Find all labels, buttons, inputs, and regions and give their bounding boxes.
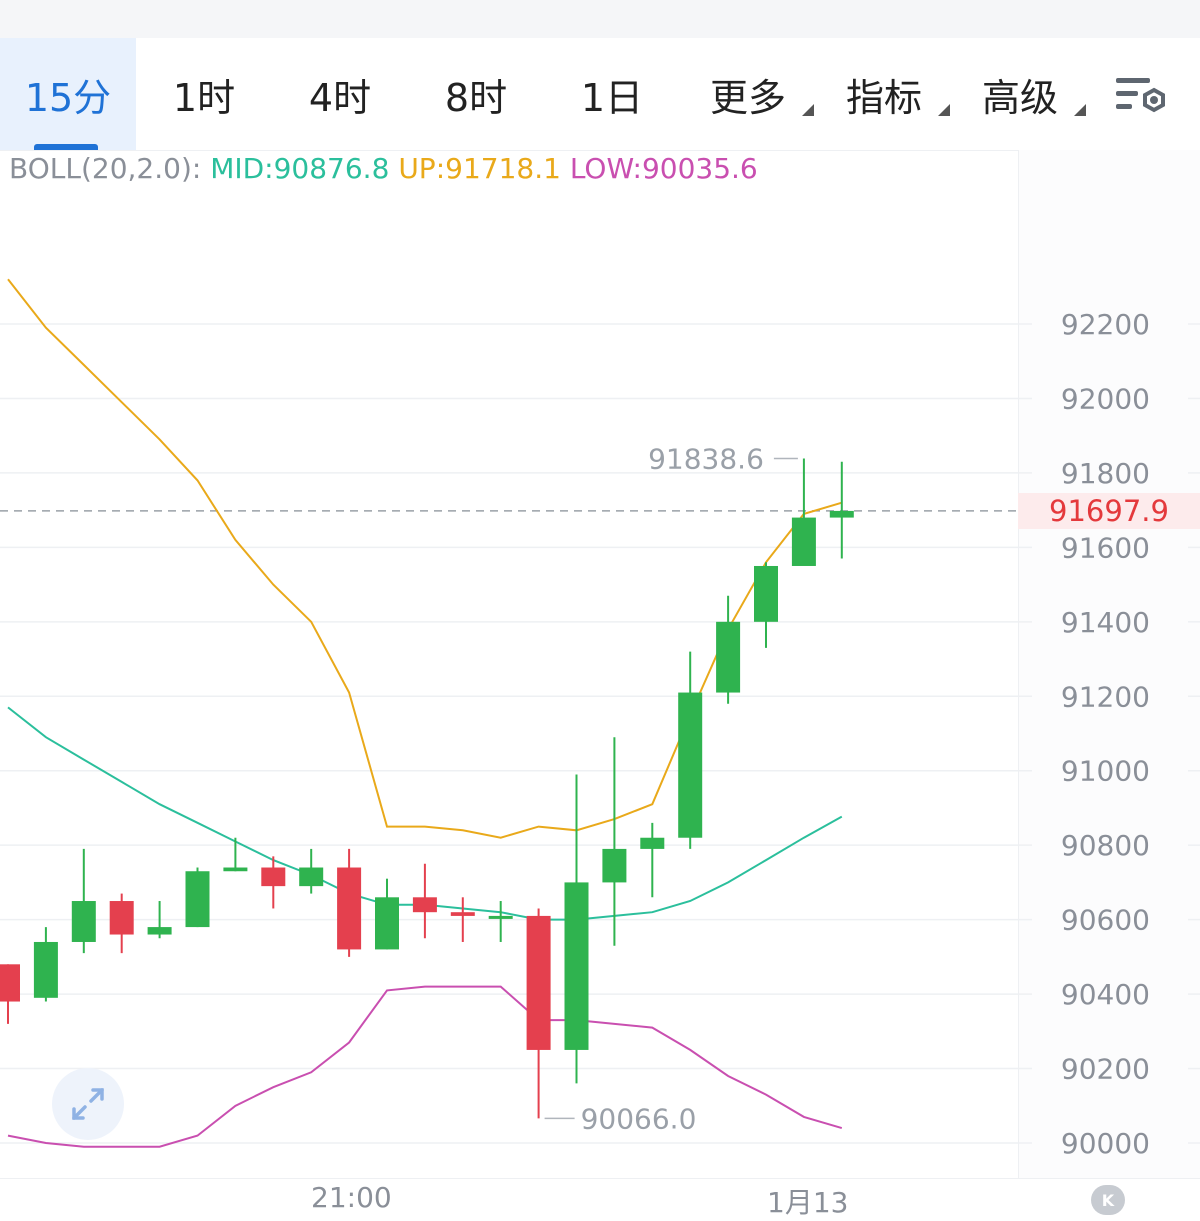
candle-body-up bbox=[754, 565, 778, 622]
tab-15min[interactable]: 15分 bbox=[0, 38, 136, 150]
candle-body-up bbox=[640, 837, 665, 849]
time-axis bbox=[0, 1178, 1200, 1219]
y-tick-label: 90400 bbox=[1061, 978, 1150, 1011]
scroll-to-latest-label: K bbox=[1101, 1190, 1115, 1210]
tab-4h[interactable]: 4时 bbox=[272, 38, 408, 150]
candle-body-up bbox=[223, 867, 248, 872]
candle-body-up bbox=[602, 848, 627, 883]
tab-label: 15分 bbox=[24, 75, 112, 120]
tab-advanced[interactable]: 高级 bbox=[952, 38, 1088, 150]
y-tick-label: 91000 bbox=[1061, 755, 1150, 788]
candle-body-down bbox=[450, 912, 475, 916]
tab-label: 高级 bbox=[981, 75, 1058, 120]
dropdown-corner-icon bbox=[938, 104, 950, 116]
candle-body-up bbox=[716, 621, 741, 693]
x-tick-label: 21:00 bbox=[311, 1181, 392, 1214]
interval-tab-bar: 15分 1时 4时 8时 1日 更多 指标 高级 bbox=[0, 38, 1200, 151]
boll-mid-value: MID:90876.8 bbox=[210, 152, 390, 185]
chart-settings-icon bbox=[1116, 78, 1165, 113]
boll-lower-line bbox=[7, 985, 843, 1148]
y-tick-label: 91800 bbox=[1061, 457, 1150, 490]
boll-label: BOLL(20,2.0): bbox=[9, 152, 202, 185]
candle-body-up bbox=[299, 867, 324, 887]
dropdown-corner-icon bbox=[1074, 104, 1086, 116]
candle-body-down bbox=[526, 915, 551, 1050]
boll-low-value: LOW:90035.6 bbox=[569, 152, 758, 185]
y-tick-label: 92000 bbox=[1061, 382, 1150, 415]
boll-upper-line bbox=[7, 278, 843, 839]
dropdown-corner-icon bbox=[802, 104, 814, 116]
tab-label: 8时 bbox=[444, 75, 508, 120]
price-axis-column bbox=[1018, 150, 1200, 1180]
tab-label: 指标 bbox=[845, 75, 922, 120]
scroll-to-latest-button[interactable]: K bbox=[1091, 1185, 1125, 1215]
boll-up-value: UP:91718.1 bbox=[398, 152, 561, 185]
candle-body-up bbox=[147, 927, 172, 935]
y-tick-label: 90800 bbox=[1061, 829, 1150, 862]
tab-label: 1时 bbox=[172, 75, 236, 120]
tab-indicators[interactable]: 指标 bbox=[816, 38, 952, 150]
candle-body-up bbox=[791, 517, 816, 566]
tab-label: 4时 bbox=[308, 75, 372, 120]
tab-8h[interactable]: 8时 bbox=[408, 38, 544, 150]
current-price-tag: 91697.9 bbox=[1018, 493, 1200, 529]
candle-body-down bbox=[412, 897, 437, 913]
tab-1h[interactable]: 1时 bbox=[136, 38, 272, 150]
candle-body-up bbox=[488, 915, 513, 919]
candle-body-down bbox=[0, 964, 20, 1002]
y-tick-label: 90600 bbox=[1061, 904, 1150, 937]
tab-label: 1日 bbox=[580, 75, 644, 120]
candle-body-up bbox=[564, 882, 589, 1050]
chart-settings-button[interactable] bbox=[1110, 68, 1174, 124]
candle-body-up bbox=[33, 941, 58, 998]
y-tick-label: 90200 bbox=[1061, 1053, 1150, 1086]
y-tick-label: 91600 bbox=[1061, 531, 1150, 564]
y-tick-label: 92200 bbox=[1061, 308, 1150, 341]
active-tab-indicator bbox=[34, 144, 98, 150]
candle-body-up bbox=[678, 692, 703, 838]
candle-body-up bbox=[375, 897, 399, 950]
candle-body-down bbox=[261, 867, 286, 887]
tab-1d[interactable]: 1日 bbox=[544, 38, 680, 150]
candle-body-up bbox=[829, 510, 854, 518]
tab-more[interactable]: 更多 bbox=[680, 38, 816, 150]
candlestick-chart[interactable]: 90000 90200 90400 90600 90800 91000 91200 91400… bbox=[0, 150, 1200, 1178]
low-annotation: 90066.0 bbox=[581, 1102, 697, 1135]
status-strip bbox=[0, 0, 1200, 38]
y-tick-label: 90000 bbox=[1061, 1127, 1150, 1160]
y-tick-label: 91400 bbox=[1061, 606, 1150, 639]
candle-body-down bbox=[109, 901, 134, 935]
expand-arrows-icon bbox=[72, 1088, 104, 1120]
candle-body-up bbox=[71, 901, 96, 942]
current-price-value: 91697.9 bbox=[1049, 494, 1169, 528]
high-annotation: 91838.6 bbox=[648, 443, 764, 476]
boll-indicator-readout: BOLL(20,2.0): MID:90876.8 UP:91718.1 LOW… bbox=[9, 152, 758, 185]
fullscreen-button[interactable] bbox=[52, 1068, 124, 1140]
tab-label: 更多 bbox=[709, 75, 786, 120]
y-tick-label: 91200 bbox=[1061, 680, 1150, 713]
candle-body-down bbox=[337, 867, 362, 950]
x-tick-label: 1月13 bbox=[767, 1186, 849, 1219]
candle-body-up bbox=[185, 871, 210, 928]
